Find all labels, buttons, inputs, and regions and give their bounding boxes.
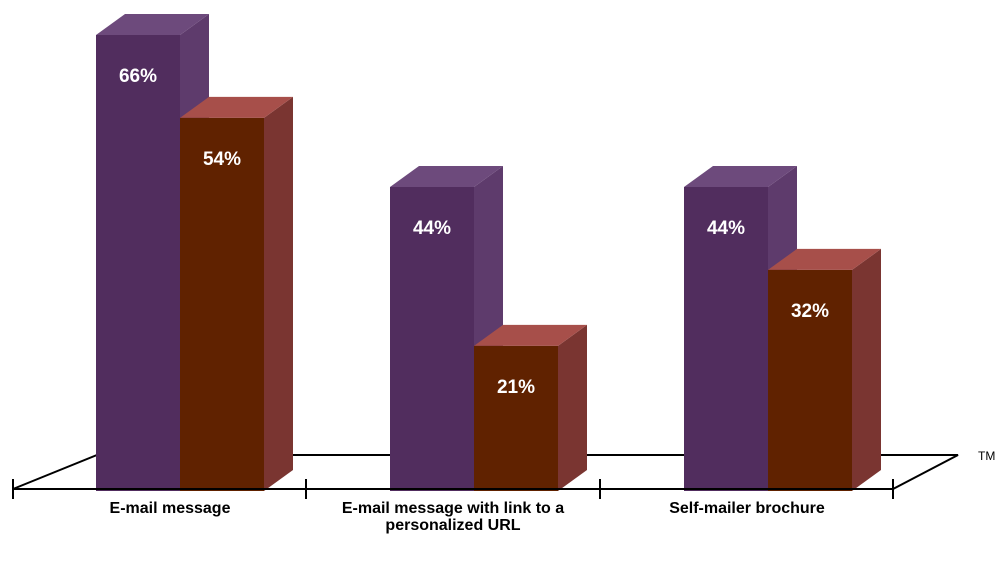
bar-value-label: 32% bbox=[791, 301, 829, 322]
bar-front bbox=[180, 117, 264, 491]
bar-side bbox=[558, 324, 587, 491]
bar-front bbox=[768, 269, 852, 491]
trademark-text: TM bbox=[978, 449, 995, 463]
bar-top bbox=[96, 14, 209, 35]
category-label: E-mail message with link to a personalize… bbox=[342, 500, 564, 534]
bar-top bbox=[474, 324, 587, 346]
bar-value-label: 44% bbox=[413, 218, 451, 239]
bar-side bbox=[264, 96, 293, 491]
bar-top bbox=[180, 96, 293, 118]
bar-front bbox=[474, 345, 558, 491]
bar-s2-g3: 32% bbox=[768, 248, 881, 491]
bar-side bbox=[852, 248, 881, 491]
bar-top bbox=[684, 166, 797, 187]
bar-top bbox=[390, 166, 503, 187]
bar-front bbox=[684, 187, 768, 491]
bar-value-label: 66% bbox=[119, 66, 157, 87]
category-labels: E-mail message E-mail message with link t… bbox=[110, 500, 825, 534]
bar-top bbox=[768, 248, 881, 270]
bars-group: 66% 54% 44% 21% 44% 32% bbox=[96, 14, 881, 491]
bar-front bbox=[96, 35, 180, 491]
category-label: Self-mailer brochure bbox=[669, 500, 825, 517]
axis-ticks bbox=[12, 479, 894, 499]
bar-value-label: 21% bbox=[497, 377, 535, 398]
category-label: E-mail message bbox=[110, 500, 231, 517]
bar-s2-g1: 54% bbox=[180, 96, 293, 491]
bar-value-label: 44% bbox=[707, 218, 745, 239]
bar-value-label: 54% bbox=[203, 149, 241, 170]
bar-s2-g2: 21% bbox=[474, 324, 587, 491]
bar-front bbox=[390, 187, 474, 491]
